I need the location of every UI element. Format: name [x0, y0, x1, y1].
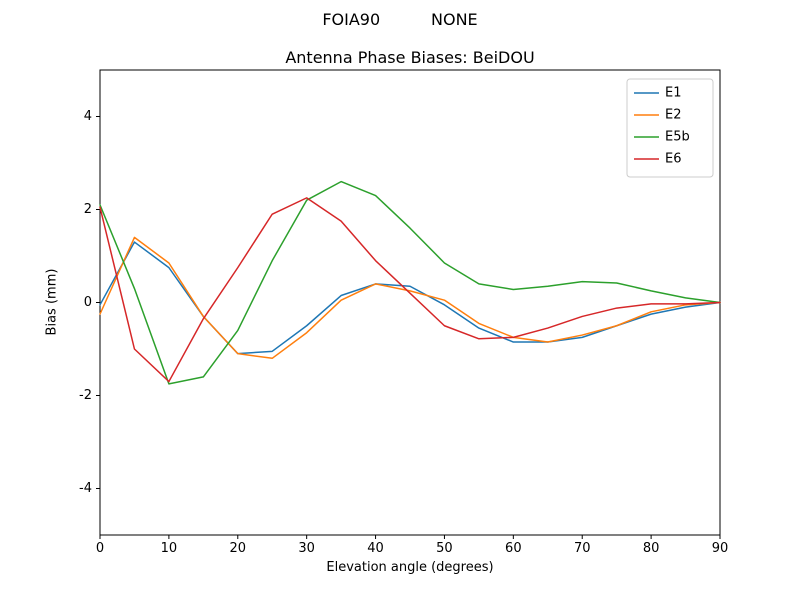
- legend: E1 E2 E5b E6: [626, 78, 714, 178]
- x-tick-label: 70: [574, 541, 591, 556]
- chart-title: Antenna Phase Biases: BeiDOU: [285, 48, 535, 67]
- y-tick-label: 4: [84, 109, 92, 124]
- legend-label-E5b: E5b: [665, 130, 690, 145]
- x-tick-label: 90: [712, 541, 729, 556]
- series-line-E6: [99, 197, 721, 383]
- y-tick-label: -2: [79, 388, 92, 403]
- x-tick-label: 0: [96, 541, 104, 556]
- y-axis-label: Bias (mm): [44, 268, 60, 336]
- y-tick-label: 2: [84, 202, 92, 217]
- y-tick-label: 0: [84, 295, 92, 310]
- legend-box: [626, 78, 714, 178]
- x-tick-label: 80: [643, 541, 660, 556]
- legend-label-E6: E6: [665, 152, 682, 167]
- figure-suptitle: FOIA90 NONE: [322, 10, 478, 29]
- x-tick-label: 20: [230, 541, 247, 556]
- x-tick-label: 40: [367, 541, 384, 556]
- series-line-E2: [99, 236, 721, 360]
- y-tick-label: -4: [79, 481, 92, 496]
- x-tick-label: 50: [436, 541, 453, 556]
- x-tick-label: 30: [298, 541, 315, 556]
- series-line-E5b: [99, 180, 721, 385]
- x-tick-label: 60: [505, 541, 522, 556]
- legend-label-E2: E2: [665, 108, 682, 123]
- x-axis-label: Elevation angle (degrees): [326, 560, 494, 575]
- x-tick-label: 10: [161, 541, 178, 556]
- legend-label-E1: E1: [665, 86, 682, 101]
